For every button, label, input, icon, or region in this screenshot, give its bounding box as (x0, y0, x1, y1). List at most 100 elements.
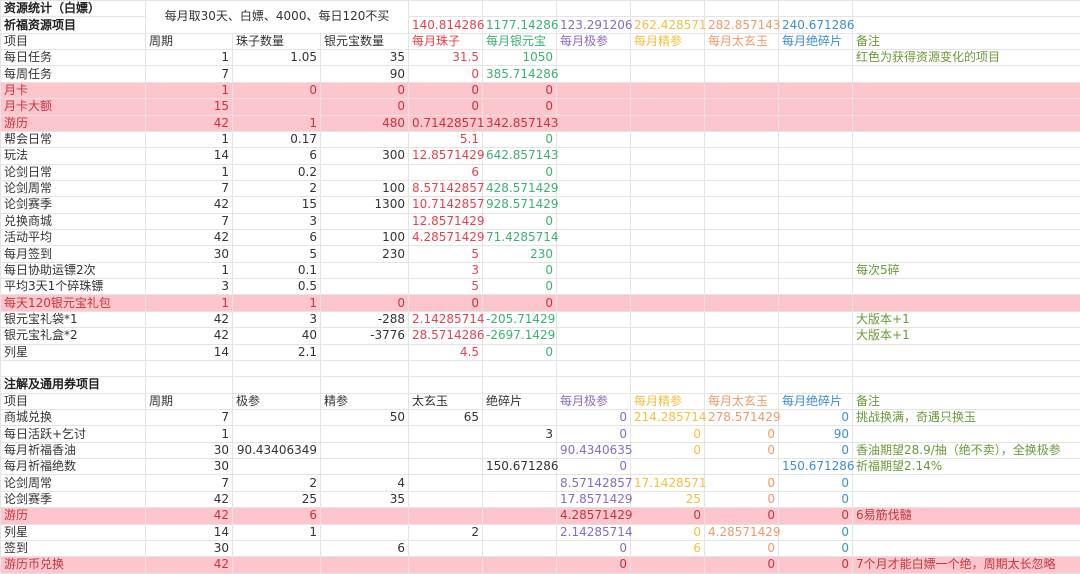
cell[interactable] (1, 360, 146, 376)
cell[interactable]: 0 (233, 82, 321, 98)
cell[interactable] (631, 82, 705, 98)
row-label[interactable]: 月卡 (1, 82, 146, 98)
column-header[interactable]: 精参 (321, 393, 409, 409)
cell[interactable]: 2 (409, 524, 483, 540)
cell[interactable]: 278.571429 (705, 409, 779, 425)
cell[interactable] (705, 377, 779, 393)
cell[interactable]: 1 (233, 115, 321, 131)
row-label[interactable]: 帮会日常 (1, 131, 146, 147)
row-label[interactable]: 商城兑换 (1, 409, 146, 425)
cell[interactable]: 0 (705, 426, 779, 442)
column-header[interactable]: 每月太玄玉 (705, 393, 779, 409)
column-header[interactable]: 银元宝数量 (321, 33, 409, 49)
cell[interactable]: 3 (409, 262, 483, 278)
cell[interactable] (779, 377, 853, 393)
cell[interactable] (483, 475, 557, 491)
cell[interactable] (409, 426, 483, 442)
cell[interactable] (631, 328, 705, 344)
cell[interactable] (409, 442, 483, 458)
cell[interactable] (705, 344, 779, 360)
cell[interactable] (779, 328, 853, 344)
cell[interactable] (631, 377, 705, 393)
cell[interactable]: 90 (779, 426, 853, 442)
row-note[interactable] (853, 491, 1080, 507)
cell[interactable]: 30 (146, 459, 233, 475)
cell[interactable] (705, 66, 779, 82)
cell[interactable] (779, 360, 853, 376)
column-header[interactable]: 太玄玉 (409, 393, 483, 409)
cell[interactable] (631, 311, 705, 327)
column-header[interactable]: 绝碎片 (483, 393, 557, 409)
cell[interactable] (779, 164, 853, 180)
column-header[interactable]: 周期 (146, 33, 233, 49)
cell[interactable] (557, 197, 631, 213)
column-header[interactable]: 备注 (853, 393, 1080, 409)
row-note[interactable] (853, 475, 1080, 491)
cell[interactable]: 30 (146, 246, 233, 262)
cell[interactable]: 12.8571429 (409, 148, 483, 164)
cell[interactable] (557, 99, 631, 115)
cell[interactable] (631, 279, 705, 295)
cell[interactable] (321, 557, 409, 573)
cell[interactable]: 30 (146, 442, 233, 458)
cell[interactable] (705, 246, 779, 262)
cell[interactable] (557, 148, 631, 164)
cell[interactable]: 7 (146, 409, 233, 425)
row-note[interactable] (853, 540, 1080, 556)
column-header[interactable]: 每月珠子 (409, 33, 483, 49)
cell[interactable]: 1 (146, 131, 233, 147)
row-label[interactable]: 游历 (1, 508, 146, 524)
column-header[interactable]: 每月极参 (557, 33, 631, 49)
cell[interactable]: 0 (705, 557, 779, 573)
cell[interactable]: 65 (409, 409, 483, 425)
cell[interactable] (779, 197, 853, 213)
row-note[interactable] (853, 426, 1080, 442)
cell[interactable]: 6 (233, 230, 321, 246)
cell[interactable]: 42 (146, 328, 233, 344)
cell[interactable] (483, 524, 557, 540)
cell[interactable] (779, 344, 853, 360)
cell[interactable]: 40 (233, 328, 321, 344)
cell[interactable] (705, 279, 779, 295)
cell[interactable]: 0.2 (233, 164, 321, 180)
cell[interactable] (631, 295, 705, 311)
cell[interactable]: 0 (779, 442, 853, 458)
cell[interactable] (631, 360, 705, 376)
cell[interactable] (233, 540, 321, 556)
cell[interactable] (557, 1, 631, 17)
row-note[interactable] (853, 524, 1080, 540)
cell[interactable]: 0 (321, 295, 409, 311)
cell[interactable] (321, 213, 409, 229)
row-label[interactable]: 论剑周常 (1, 475, 146, 491)
row-label[interactable]: 论剑周常 (1, 180, 146, 196)
row-note[interactable] (853, 180, 1080, 196)
cell[interactable]: 42 (146, 197, 233, 213)
cell[interactable]: 8.57142857 (557, 475, 631, 491)
cell[interactable]: 25 (233, 491, 321, 507)
cell[interactable] (705, 328, 779, 344)
cell[interactable]: 14 (146, 344, 233, 360)
row-note[interactable] (853, 213, 1080, 229)
cell[interactable] (409, 360, 483, 376)
cell[interactable]: 0 (631, 442, 705, 458)
cell[interactable]: -288 (321, 311, 409, 327)
cell[interactable]: 1 (146, 295, 233, 311)
cell[interactable] (409, 491, 483, 507)
row-label[interactable]: 每月祈福香油 (1, 442, 146, 458)
cell[interactable] (321, 524, 409, 540)
cell[interactable]: 7 (146, 66, 233, 82)
cell[interactable] (557, 164, 631, 180)
cell[interactable]: 0 (779, 475, 853, 491)
cell[interactable]: 6 (321, 540, 409, 556)
cell[interactable] (631, 262, 705, 278)
column-header[interactable]: 珠子数量 (233, 33, 321, 49)
cell[interactable]: 4 (321, 475, 409, 491)
cell[interactable] (321, 442, 409, 458)
cell[interactable]: 0 (483, 99, 557, 115)
cell[interactable]: 42 (146, 230, 233, 246)
column-header[interactable]: 项目 (1, 393, 146, 409)
cell[interactable]: 31.5 (409, 50, 483, 66)
row-label[interactable]: 每天120银元宝礼包 (1, 295, 146, 311)
cell[interactable] (705, 164, 779, 180)
cell[interactable] (321, 360, 409, 376)
